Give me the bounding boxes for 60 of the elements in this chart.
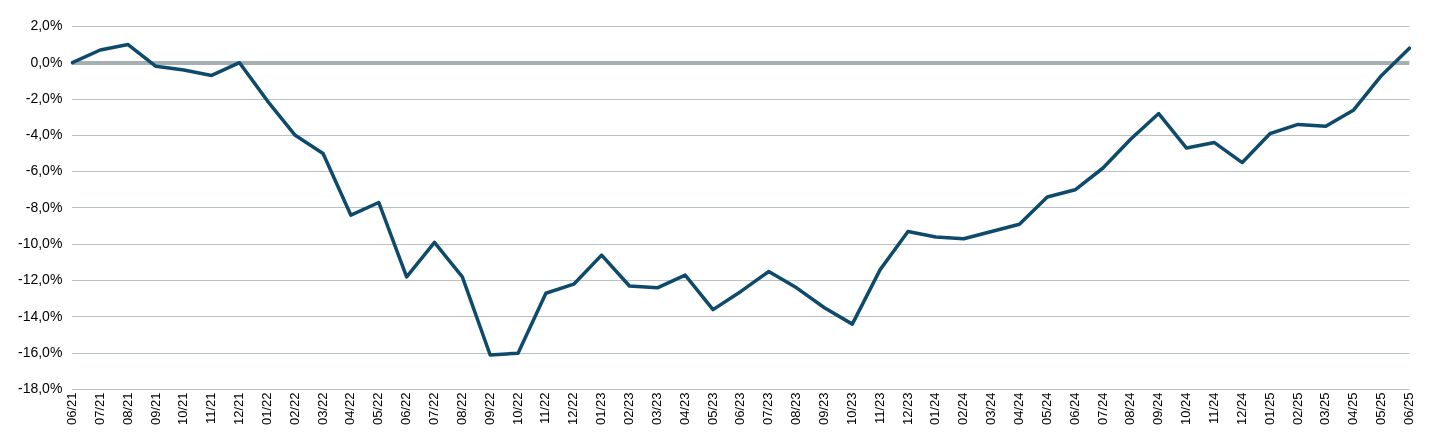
x-tick-label: 07/24 <box>1094 392 1110 426</box>
x-tick-label: 12/22 <box>565 392 581 426</box>
x-tick-label: 07/22 <box>426 392 442 426</box>
x-tick-label: 11/24 <box>1205 392 1221 425</box>
y-tick-label: 0,0% <box>30 53 63 70</box>
x-tick-label: 11/23 <box>871 392 887 425</box>
x-tick-label: 12/24 <box>1233 392 1249 426</box>
x-tick-label: 12/21 <box>231 392 247 426</box>
x-tick-label: 10/22 <box>509 392 525 426</box>
x-tick-label: 06/22 <box>398 392 414 426</box>
x-tick-label: 06/25 <box>1400 392 1416 426</box>
x-tick-label: 05/22 <box>370 392 386 426</box>
x-tick-label: 09/24 <box>1150 392 1166 426</box>
x-tick-label: 05/23 <box>704 392 720 426</box>
x-tick-label: 01/24 <box>927 392 943 426</box>
x-tick-label: 02/24 <box>955 392 971 426</box>
x-tick-label: 01/25 <box>1261 392 1277 426</box>
x-tick-label: 12/23 <box>899 392 915 426</box>
x-tick-label: 03/23 <box>648 392 664 426</box>
x-tick-label: 01/23 <box>593 392 609 426</box>
x-tick-label: 09/23 <box>816 392 832 426</box>
x-tick-label: 05/25 <box>1373 392 1389 426</box>
x-tick-label: 07/23 <box>760 392 776 426</box>
x-tick-label: 01/22 <box>258 392 274 426</box>
y-tick-label: -16,0% <box>18 344 63 361</box>
y-tick-label: -8,0% <box>25 198 63 215</box>
y-tick-label: -14,0% <box>18 307 63 324</box>
x-tick-label: 06/24 <box>1066 392 1082 426</box>
x-tick-label: 03/25 <box>1317 392 1333 426</box>
x-tick-label: 04/23 <box>676 392 692 426</box>
x-tick-label: 06/21 <box>63 392 79 426</box>
x-tick-label: 05/24 <box>1038 392 1054 426</box>
y-tick-label: -12,0% <box>18 271 63 288</box>
x-tick-label: 07/21 <box>91 392 107 426</box>
y-tick-label: -10,0% <box>18 235 63 252</box>
y-tick-label: -2,0% <box>25 89 63 106</box>
y-tick-label: -6,0% <box>25 162 63 179</box>
x-tick-label: 08/21 <box>119 392 135 426</box>
y-tick-label: 2,0% <box>30 17 63 34</box>
x-tick-label: 08/23 <box>788 392 804 426</box>
x-tick-label: 09/21 <box>147 392 163 426</box>
y-tick-label: -4,0% <box>25 126 63 143</box>
x-tick-label: 08/24 <box>1122 392 1138 426</box>
x-tick-label: 03/22 <box>314 392 330 426</box>
y-tick-label: -18,0% <box>18 380 63 397</box>
x-tick-label: 11/22 <box>537 392 553 425</box>
x-tick-label: 08/22 <box>453 392 469 426</box>
x-tick-label: 04/22 <box>342 392 358 426</box>
x-tick-label: 09/22 <box>481 392 497 426</box>
x-tick-label: 02/23 <box>621 392 637 426</box>
x-tick-label: 10/21 <box>175 392 191 426</box>
x-tick-label: 10/24 <box>1178 392 1194 426</box>
x-tick-label: 11/21 <box>203 392 219 425</box>
x-tick-label: 02/25 <box>1289 392 1305 426</box>
x-tick-label: 04/24 <box>1011 392 1027 426</box>
x-tick-label: 03/24 <box>983 392 999 426</box>
x-tick-label: 06/23 <box>732 392 748 426</box>
x-tick-label: 04/25 <box>1345 392 1361 426</box>
x-tick-label: 10/23 <box>843 392 859 426</box>
x-tick-label: 02/22 <box>286 392 302 426</box>
